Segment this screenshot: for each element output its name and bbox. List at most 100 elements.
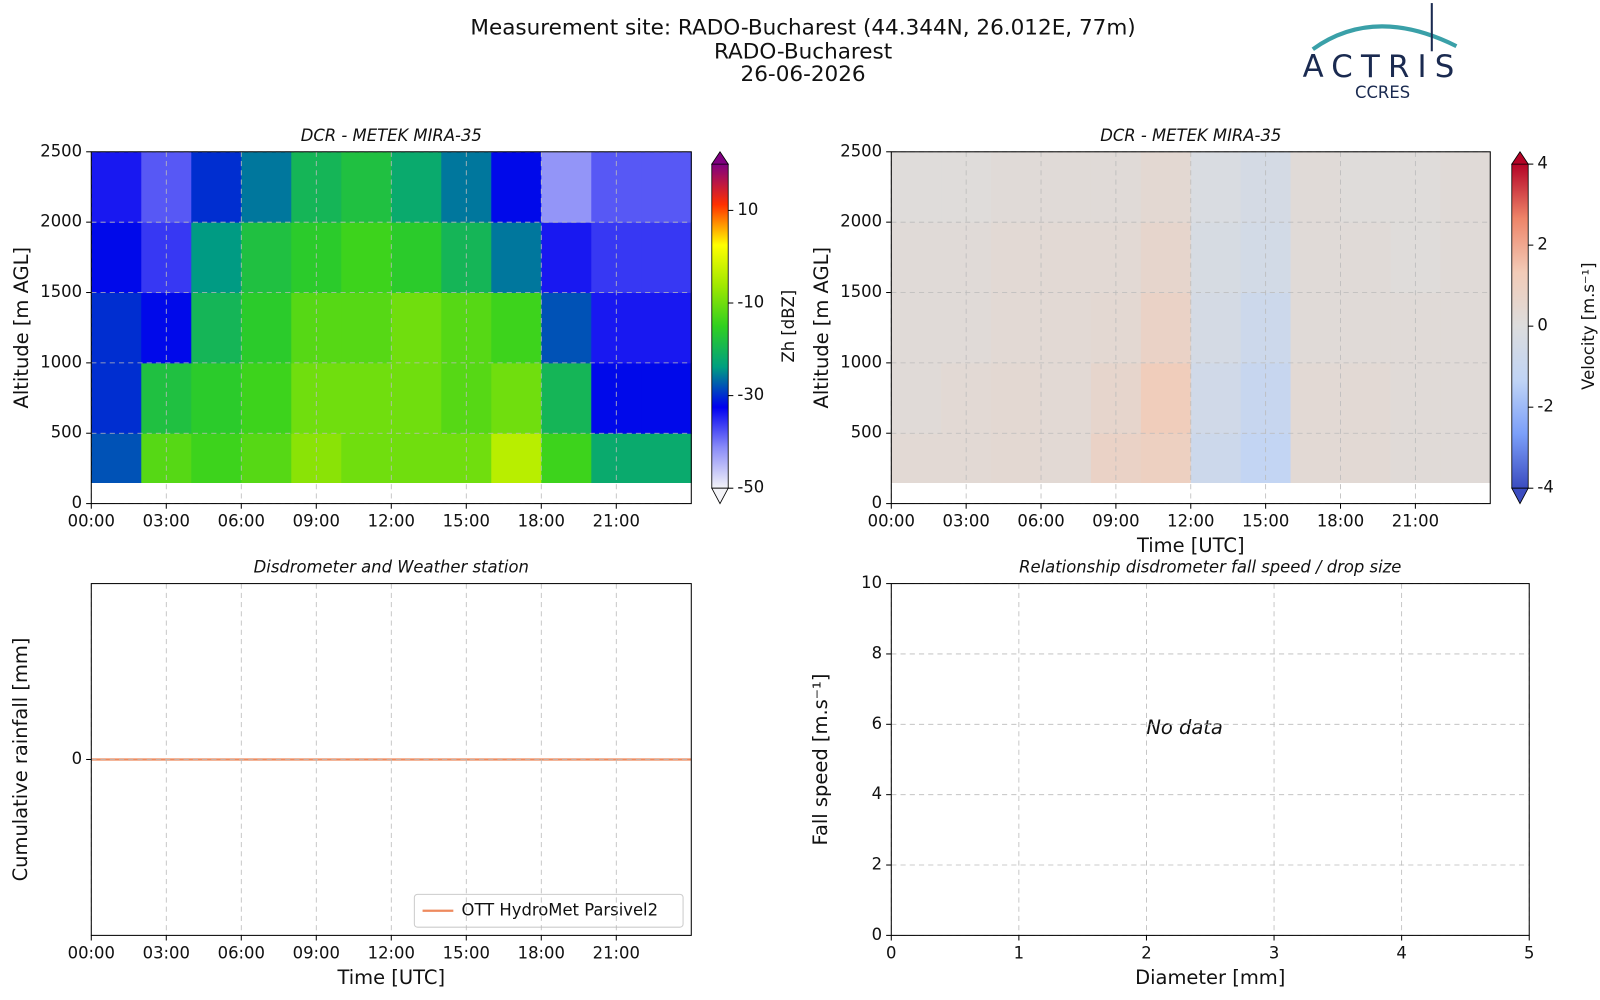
y-tick-label: 0 [72,493,82,512]
heatmap-cell [91,362,142,434]
x-tick-label: 21:00 [593,512,640,531]
colorbar-label: Velocity [m.s⁻¹] [1579,262,1598,389]
heatmap-cell [1340,151,1391,223]
y-tick-label: 1000 [840,352,882,371]
x-tick-label: 5 [1524,943,1534,962]
heatmap-cell [191,151,242,223]
x-tick-label: 09:00 [293,943,340,962]
y-tick-label: 4 [872,784,882,803]
heatmap-cell [1190,292,1242,364]
heatmap-cell [91,222,142,294]
heatmap-cell [641,292,692,364]
heatmap-cell [991,222,1042,294]
x-axis-label: Time [UTC] [1136,534,1245,557]
plot-area [891,583,1530,936]
heatmap-cell [241,222,292,294]
colorbar-tick-label: -50 [737,478,764,497]
y-axis-label: Altitude [m AGL] [10,247,33,409]
y-tick-label: 1500 [840,282,882,301]
logo-subtitle: CCRES [1355,83,1410,102]
colorbar-tick-label: -4 [1537,478,1553,497]
x-tick-label: 03:00 [943,512,990,531]
annotation: No data [1146,716,1223,739]
colorbar-extend-top [1511,151,1529,165]
panel: No data 0 1 2 3 4 5 0 2 4 6 8 10 Relationship disdrom… [809,558,1534,989]
heatmap-cell [1340,433,1391,483]
x-tick-label: 12:00 [1167,512,1214,531]
heatmap-cell [191,292,242,364]
x-tick-label: 00:00 [68,512,115,531]
chart-title: DCR - METEK MIRA-35 [1100,126,1281,145]
heatmap-cell [991,151,1042,223]
y-tick-label: 500 [851,423,882,442]
heatmap-cell [391,433,442,483]
x-tick-label: 06:00 [218,943,265,962]
heatmap-cell [1290,433,1342,483]
heatmap-cell [491,362,542,434]
x-tick-label: 1 [1014,943,1024,962]
logo-name: ACTRIS [1303,49,1463,85]
x-tick-label: 3 [1269,943,1279,962]
logo-arc [1311,24,1458,51]
y-tick-label: 2 [872,855,882,874]
plot-frame [90,583,692,936]
x-tick-label: 21:00 [1392,512,1439,531]
y-tick-label: 2000 [40,212,82,231]
colorbar-extend-top [711,151,729,165]
heatmap-cell [491,433,542,483]
heatmap-cell [1190,362,1242,434]
heatmap-cell [391,292,442,364]
heatmap-cell [191,433,242,483]
heatmap-cell [1041,362,1092,434]
heatmap-cell [891,222,942,294]
x-tick-label: 0 [886,943,896,962]
heatmap-cell [991,433,1042,483]
panel: 4 2 0 -2 -4 Velocity [m.s⁻¹] 00:00 03:00 06:00 09… [810,126,1598,557]
heatmap-cell [91,151,142,223]
heatmap-cell [491,222,542,294]
y-tick-label: 1500 [40,282,82,301]
colorbar-extend-bottom [1511,487,1529,505]
heatmap-cell [391,222,442,294]
heatmap-cell [341,433,392,483]
heatmap-cell [541,433,592,483]
heatmap-cell [641,362,692,434]
heatmap-cell [641,222,692,294]
header-site: RADO-Bucharest [714,39,892,64]
plot-frame [90,151,692,505]
colorbar-extend-bottom [711,487,729,505]
heatmap-cell [91,292,142,364]
x-tick-label: 15:00 [443,943,490,962]
chart-title: Disdrometer and Weather station [254,558,529,577]
y-tick-label: 1000 [40,352,82,371]
x-tick-label: 2 [1141,943,1151,962]
heatmap-cell [241,292,292,364]
panel: OTT HydroMet Parsivel2 00:00 03:00 06:00 09:… [9,558,692,989]
x-tick-label: 18:00 [1317,512,1364,531]
heatmap-cell [541,222,592,294]
heatmap-cell [391,151,442,223]
heatmap-cell [891,433,942,483]
heatmap-cell [1440,292,1491,364]
heatmap-cell [1041,292,1092,364]
plot-frame [890,583,1530,936]
colorbar [1511,163,1529,489]
x-axis-label: Time [UTC] [336,966,445,989]
x-tick-label: 06:00 [218,512,265,531]
y-tick-label: 2000 [840,212,882,231]
y-axis-label: Fall speed [m.s⁻¹] [809,674,832,846]
heatmap-cell [1440,151,1491,223]
y-tick-label: 6 [872,714,882,733]
colorbar-label: Zh [dBZ] [779,290,798,363]
header-date: 26-06-2026 [741,62,866,87]
heatmap-cell [1140,362,1192,434]
heatmap-cell [241,433,292,483]
heatmap-cell [1440,222,1491,294]
y-tick-label: 2500 [840,141,882,160]
heatmap-cell [1190,222,1242,294]
heatmap-cell [1041,433,1092,483]
heatmap-cell [191,362,242,434]
heatmap-cell [541,292,592,364]
